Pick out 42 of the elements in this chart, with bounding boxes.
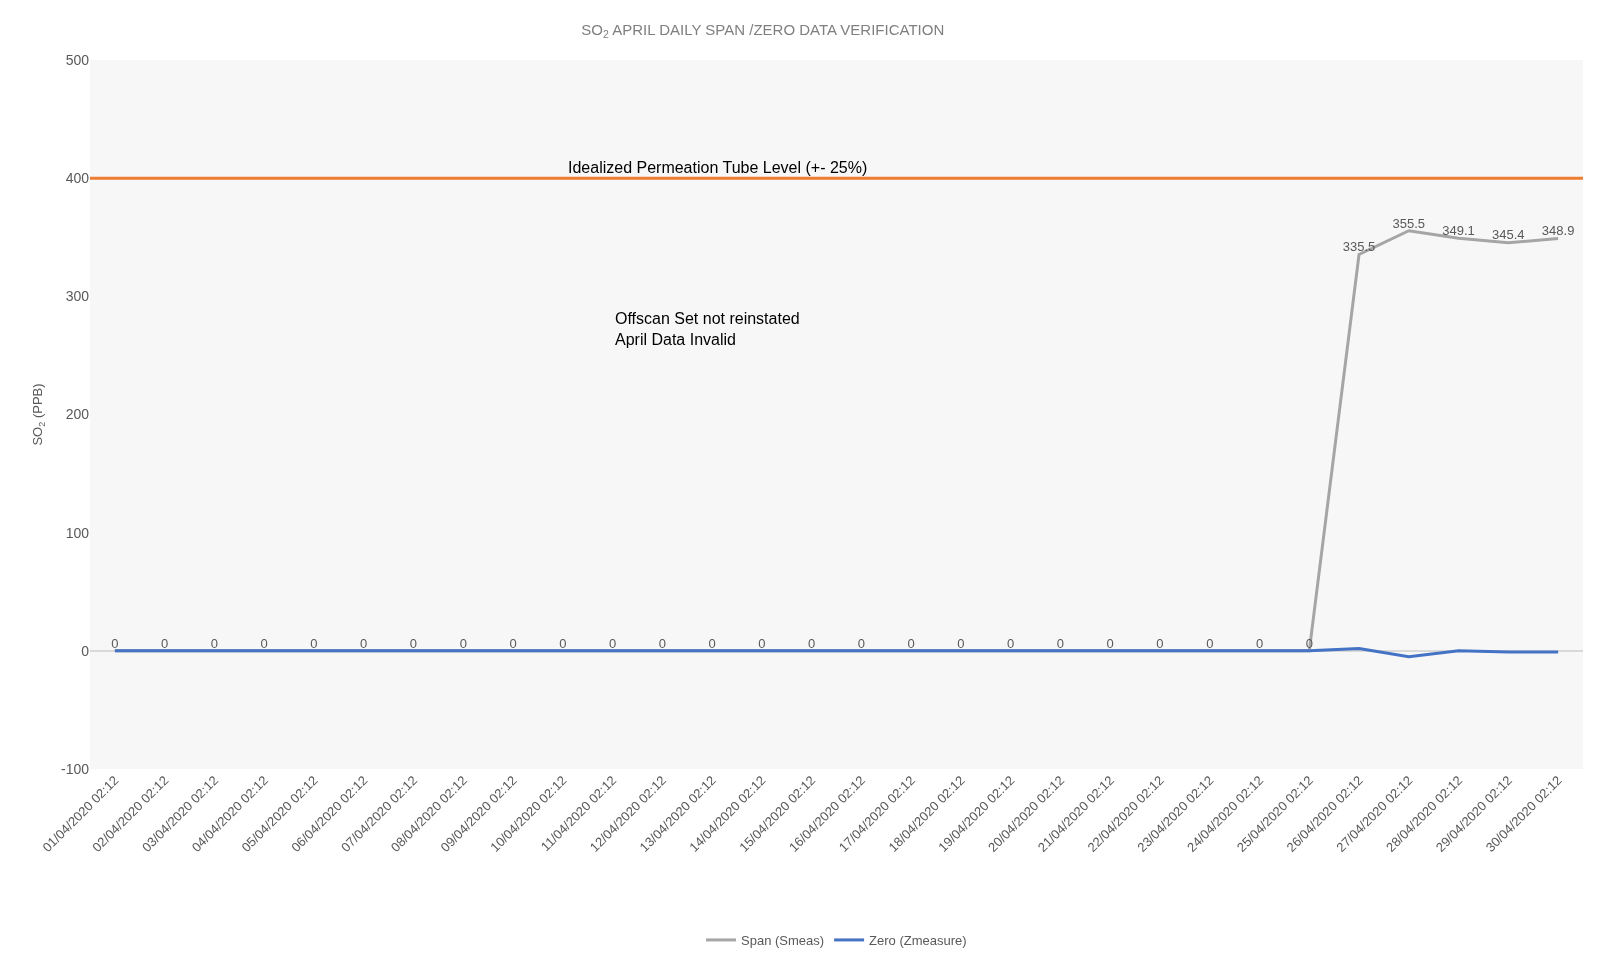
data-label: 0 [1305, 635, 1313, 651]
data-label: 0 [1106, 635, 1114, 651]
data-label: 0 [708, 635, 716, 651]
data-label: 335.5 [1342, 239, 1376, 255]
legend-label: Zero (Zmeasure) [869, 933, 967, 948]
data-label: 0 [360, 635, 368, 651]
data-label: 0 [957, 635, 965, 651]
y-tick-label: 300 [65, 288, 90, 305]
data-label: 0 [111, 635, 119, 651]
y-tick-label: 500 [65, 51, 90, 68]
y-tick-label: 400 [65, 170, 90, 187]
y-tick-label: 0 [81, 642, 90, 659]
data-label: 355.5 [1392, 215, 1426, 231]
chart-title: SO$_{2}$ APRIL DAILY SPAN /ZERO DATA VERIFICATION [581, 20, 945, 40]
data-label: 0 [758, 635, 766, 651]
data-label: 0 [1255, 635, 1264, 651]
data-label: 0 [459, 635, 467, 651]
y-tick-label: -100 [60, 760, 90, 777]
data-label: 345.4 [1492, 227, 1525, 243]
y-tick-label: 100 [65, 524, 90, 541]
data-label: 0 [1056, 635, 1065, 651]
ref-line-label: Idealized Permeation Tube Level (+- 25%) [568, 159, 868, 176]
data-label: 0 [559, 635, 567, 651]
data-label: 0 [808, 635, 816, 651]
legend-label: Span (Smeas) [741, 933, 825, 948]
data-label: 0 [509, 635, 517, 651]
data-label: 349.1 [1442, 223, 1475, 239]
data-label: 0 [1206, 635, 1214, 651]
data-label: 0 [161, 635, 169, 651]
data-label: 0 [1156, 635, 1164, 651]
data-label: 0 [210, 635, 219, 651]
data-label: 0 [608, 635, 617, 651]
y-tick-label: 200 [65, 406, 90, 423]
data-label: 0 [260, 635, 268, 651]
data-label: 0 [310, 635, 318, 651]
data-label: 0 [1007, 635, 1015, 651]
data-label: 348.9 [1541, 223, 1575, 239]
data-label: 0 [907, 635, 915, 651]
data-label: 0 [409, 635, 418, 651]
data-label: 0 [857, 635, 865, 651]
data-label: 0 [658, 635, 666, 651]
annotation: Offscan Set not reinstated April Data Invalid [615, 310, 800, 348]
